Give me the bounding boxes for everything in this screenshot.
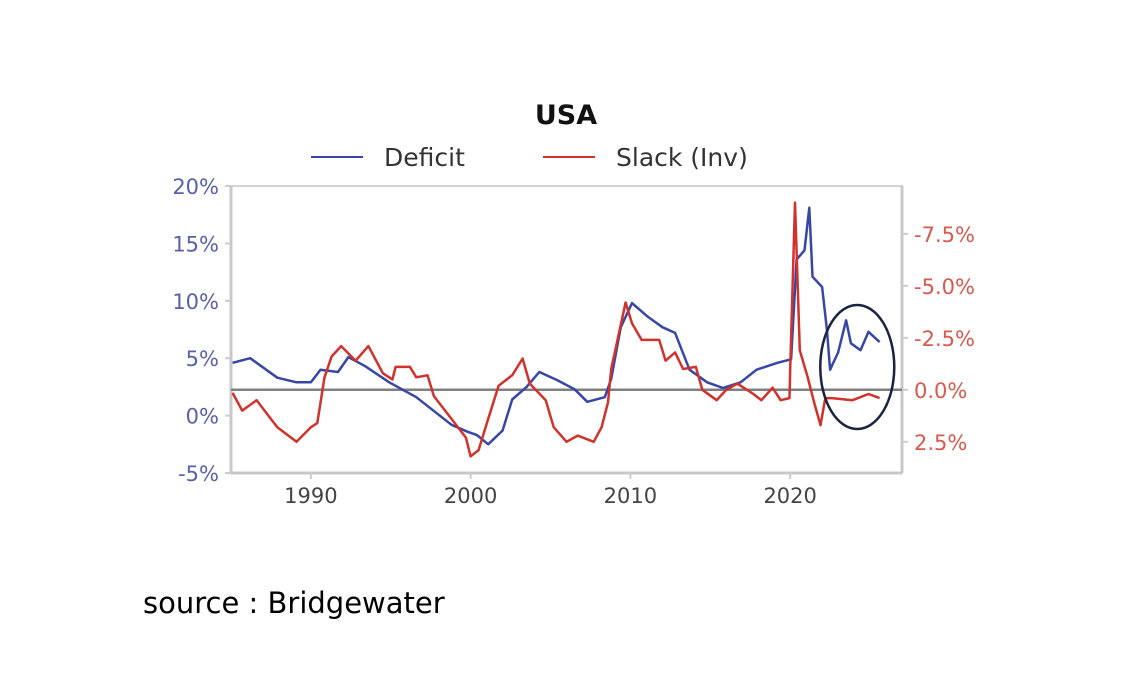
x-tick-label: 2000 xyxy=(444,484,497,508)
x-tick-label: 1990 xyxy=(284,484,337,508)
annotation-ellipse xyxy=(819,303,896,431)
x-tick-label: 2010 xyxy=(604,484,657,508)
chart-title: USA xyxy=(535,100,597,131)
right-tick-label: -2.5% xyxy=(914,327,975,351)
left-tick-label: 10% xyxy=(172,290,219,314)
left-tick-label: 0% xyxy=(186,405,219,429)
source-caption: source : Bridgewater xyxy=(143,586,445,620)
slack-line xyxy=(231,201,881,458)
legend-label-deficit: Deficit xyxy=(384,143,465,172)
left-tick-label: 15% xyxy=(172,232,219,256)
plot-frame xyxy=(230,185,903,474)
right-tick-label: 2.5% xyxy=(914,431,967,455)
left-tick-label: 20% xyxy=(172,175,219,199)
deficit-line xyxy=(232,206,881,446)
legend: Deficit Slack (Inv) xyxy=(311,143,748,172)
right-tick-label: 0.0% xyxy=(914,379,967,403)
right-tick-label: -5.0% xyxy=(914,275,975,299)
legend-label-slack: Slack (Inv) xyxy=(616,143,748,172)
x-tick-label: 2020 xyxy=(763,484,816,508)
right-tick-label: -7.5% xyxy=(914,223,975,247)
left-tick-label: -5% xyxy=(178,462,219,486)
left-tick-label: 5% xyxy=(186,347,219,371)
